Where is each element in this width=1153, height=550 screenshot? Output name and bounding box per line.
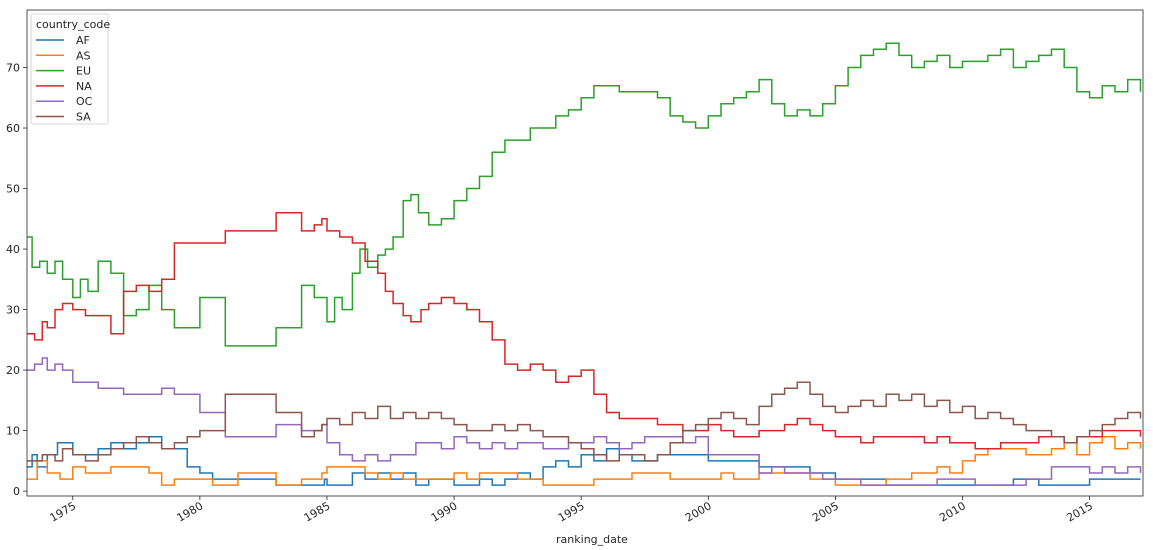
y-tick-label: 30 bbox=[6, 304, 20, 317]
legend-label-oc: OC bbox=[76, 95, 93, 108]
legend-label-eu: EU bbox=[76, 65, 91, 78]
y-tick-label: 40 bbox=[6, 243, 20, 256]
legend-box bbox=[30, 13, 109, 125]
x-tick-label: 2015 bbox=[1064, 499, 1095, 524]
plot-frame bbox=[26, 9, 1144, 497]
x-tick-label: 2005 bbox=[810, 499, 841, 524]
plot-area bbox=[27, 42, 1142, 486]
y-axis: 0 10 20 30 40 50 60 70 bbox=[6, 61, 27, 498]
legend-label-af: AF bbox=[76, 34, 90, 47]
y-tick-label: 0 bbox=[13, 485, 20, 498]
x-tick-label: 1980 bbox=[175, 499, 206, 524]
y-tick-label: 50 bbox=[6, 183, 20, 196]
series-line-na bbox=[27, 212, 1142, 450]
x-tick-label: 1990 bbox=[429, 499, 460, 524]
x-tick-label: 2010 bbox=[937, 499, 968, 524]
y-tick-label: 70 bbox=[6, 61, 20, 74]
series-line-eu bbox=[27, 42, 1142, 347]
legend-title: country_code bbox=[36, 18, 110, 31]
series-line-as bbox=[27, 435, 1142, 486]
x-tick-label: 1995 bbox=[556, 499, 587, 524]
legend-label-sa: SA bbox=[76, 111, 91, 124]
y-tick-label: 20 bbox=[6, 364, 20, 377]
series-line-af bbox=[27, 435, 1141, 486]
x-tick-label: 1975 bbox=[48, 499, 79, 524]
x-tick-label: 2000 bbox=[683, 499, 714, 524]
legend-items: AF AS EU NA OC SA bbox=[36, 34, 93, 124]
y-tick-label: 10 bbox=[6, 425, 20, 438]
x-axis-label: ranking_date bbox=[556, 533, 628, 546]
legend-label-na: NA bbox=[76, 80, 92, 93]
legend: country_code AF AS EU NA OC SA bbox=[30, 13, 110, 125]
series-line-sa bbox=[27, 381, 1142, 462]
legend-label-as: AS bbox=[76, 49, 91, 62]
series-line-oc bbox=[27, 357, 1142, 486]
x-tick-label: 1985 bbox=[302, 499, 333, 524]
y-tick-label: 60 bbox=[6, 122, 20, 135]
x-axis: 1975 1980 1985 1990 1995 2000 2005 2010 2015 bbox=[48, 496, 1095, 525]
